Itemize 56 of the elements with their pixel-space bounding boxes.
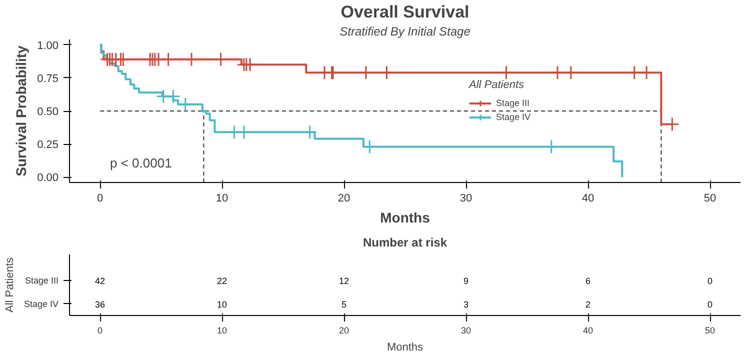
y-tick-label: Stage IV (24, 298, 59, 309)
data-label: 3 (463, 299, 469, 310)
legend-label: Stage IV (496, 112, 531, 122)
y-tick-label: 1.00 (37, 40, 59, 52)
data-label: 9 (463, 276, 469, 286)
point (550, 65, 565, 80)
legend-label: Stage III (496, 98, 530, 108)
y-tick-label: Stage III (24, 275, 59, 286)
chart-subtitle: Stratified By Initial Stage (340, 24, 471, 38)
data-label: 5 (341, 299, 347, 310)
point (166, 89, 180, 104)
point (379, 65, 394, 80)
chart-title: Overall Survival (340, 2, 470, 22)
point (178, 97, 193, 112)
data-label: 12 (338, 276, 350, 286)
point (499, 65, 514, 80)
x-tick-label: 20 (338, 326, 350, 336)
x-tick-label: 40 (582, 192, 594, 204)
data-label: 42 (94, 276, 106, 286)
y-axis-title: All Patients (4, 256, 16, 313)
x-axis-title: Months (386, 342, 424, 354)
x-tick-label: 50 (704, 326, 716, 336)
x-tick-label: 0 (96, 192, 104, 204)
point (214, 52, 228, 67)
y-tick-label: 0.75 (37, 72, 59, 85)
point (358, 65, 374, 80)
point (564, 65, 578, 80)
data-label: 22 (216, 276, 228, 286)
data-label: 36 (94, 299, 106, 310)
legend-title: All Patients (469, 79, 526, 91)
x-axis-title: Months (380, 210, 430, 226)
y-tick-label: 0.00 (37, 172, 59, 184)
x-tick-label: 0 (97, 326, 103, 336)
point (161, 52, 176, 67)
data-label: 2 (585, 299, 591, 310)
y-axis-title: Survival Probability (13, 45, 30, 176)
data-label: 0 (707, 276, 713, 286)
annotation: p < 0.0001 (110, 156, 172, 170)
point (184, 52, 199, 67)
point (236, 124, 252, 140)
data-label: 10 (216, 299, 228, 310)
data-label: 0 (707, 299, 713, 310)
y-tick-label: 0.25 (37, 139, 59, 152)
x-tick-label: 40 (582, 326, 594, 336)
x-tick-label: 50 (704, 192, 716, 204)
point (627, 65, 642, 80)
chart-title: Number at risk (362, 236, 448, 250)
x-tick-label: 30 (460, 192, 472, 204)
x-tick-label: 20 (338, 192, 350, 204)
x-tick-label: 10 (216, 326, 228, 336)
x-tick-label: 30 (460, 326, 472, 336)
point (302, 124, 318, 140)
x-tick-label: 10 (216, 192, 228, 204)
data-label: 6 (585, 276, 591, 286)
y-tick-label: 0.50 (37, 106, 59, 118)
point (639, 65, 654, 80)
